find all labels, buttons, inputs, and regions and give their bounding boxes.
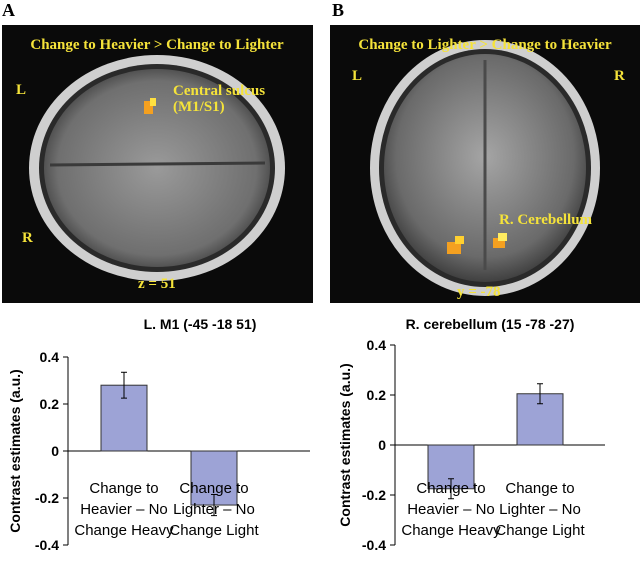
side-label: L xyxy=(352,68,362,84)
y-tick-label: 0.2 xyxy=(367,387,387,403)
y-tick-label: 0.4 xyxy=(40,349,60,365)
activation xyxy=(493,238,505,248)
x-tick-label: Change to Heavier – No Change Heavy xyxy=(74,480,174,539)
panel-label: B xyxy=(332,0,344,20)
side-label: R xyxy=(614,68,625,84)
x-tick-label: Change to Lighter – No Change Light xyxy=(169,480,259,539)
annotation: Central sulcus xyxy=(173,83,265,99)
side-label: L xyxy=(16,82,26,98)
activation xyxy=(455,236,464,244)
annotation: R. Cerebellum xyxy=(499,212,593,228)
y-tick-label: -0.4 xyxy=(362,537,386,553)
side-label: R xyxy=(22,230,33,246)
x-tick-label: Change to Lighter – No Change Light xyxy=(495,480,585,539)
coordinate: z = 51 xyxy=(138,276,176,292)
activation xyxy=(447,242,461,254)
y-tick-label: -0.4 xyxy=(35,537,59,553)
y-tick-label: 0.4 xyxy=(367,337,387,353)
chart-title: R. cerebellum (15 -78 -27) xyxy=(406,316,575,332)
chart-title: L. M1 (-45 -18 51) xyxy=(144,316,257,332)
panel-label: A xyxy=(2,0,15,20)
midline xyxy=(49,161,266,167)
activation xyxy=(498,233,507,241)
activation xyxy=(144,101,153,114)
y-tick-label: -0.2 xyxy=(362,487,386,503)
contrast-title: Change to Heavier > Change to Lighter xyxy=(30,37,284,53)
y-tick-label: -0.2 xyxy=(35,490,59,506)
y-axis-label: Contrast estimates (a.u.) xyxy=(337,363,353,526)
annotation: (M1/S1) xyxy=(173,99,225,115)
y-tick-label: 0 xyxy=(51,443,59,459)
y-axis-label: Contrast estimates (a.u.) xyxy=(7,369,23,532)
brain xyxy=(44,69,270,267)
contrast-title: Change to Lighter > Change to Heavier xyxy=(358,37,612,53)
y-tick-label: 0.2 xyxy=(40,396,60,412)
coordinate: y = -78 xyxy=(457,284,501,300)
activation xyxy=(150,98,156,106)
y-tick-label: 0 xyxy=(378,437,386,453)
x-tick-label: Change to Heavier – No Change Heavy xyxy=(401,480,501,539)
